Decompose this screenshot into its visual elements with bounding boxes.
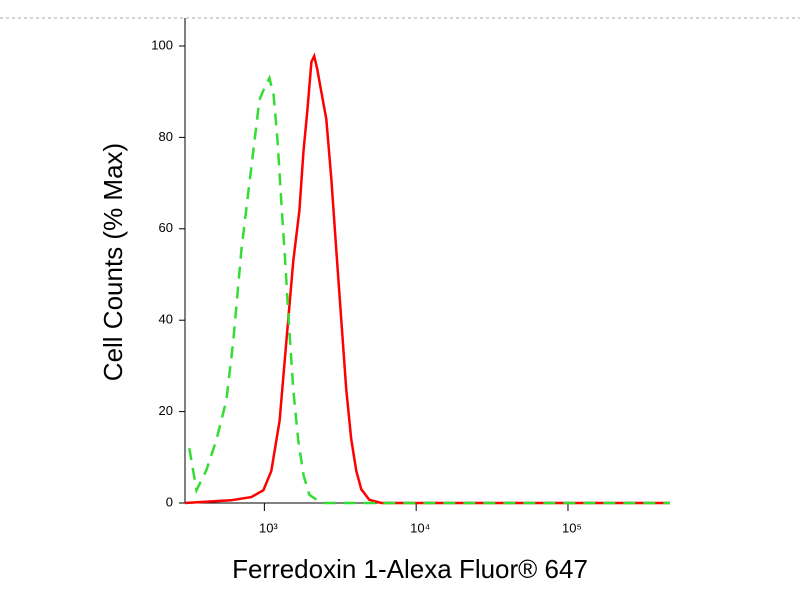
y-tick-label: 100 bbox=[151, 37, 173, 52]
x-tick-label: 10⁵ bbox=[562, 520, 582, 535]
x-tick-label: 10⁴ bbox=[410, 520, 430, 535]
y-tick-label: 80 bbox=[159, 129, 173, 144]
y-tick-label: 40 bbox=[159, 312, 173, 327]
series-line bbox=[184, 52, 670, 505]
y-tick-label: 60 bbox=[159, 220, 173, 235]
series-line bbox=[188, 74, 670, 505]
y-axis-title: Cell Counts (% Max) bbox=[98, 143, 128, 381]
x-tick-label: 10³ bbox=[259, 520, 278, 535]
y-tick-label: 0 bbox=[166, 494, 173, 509]
x-axis-title: Ferredoxin 1-Alexa Fluor® 647 bbox=[232, 554, 588, 584]
y-tick-label: 20 bbox=[159, 403, 173, 418]
